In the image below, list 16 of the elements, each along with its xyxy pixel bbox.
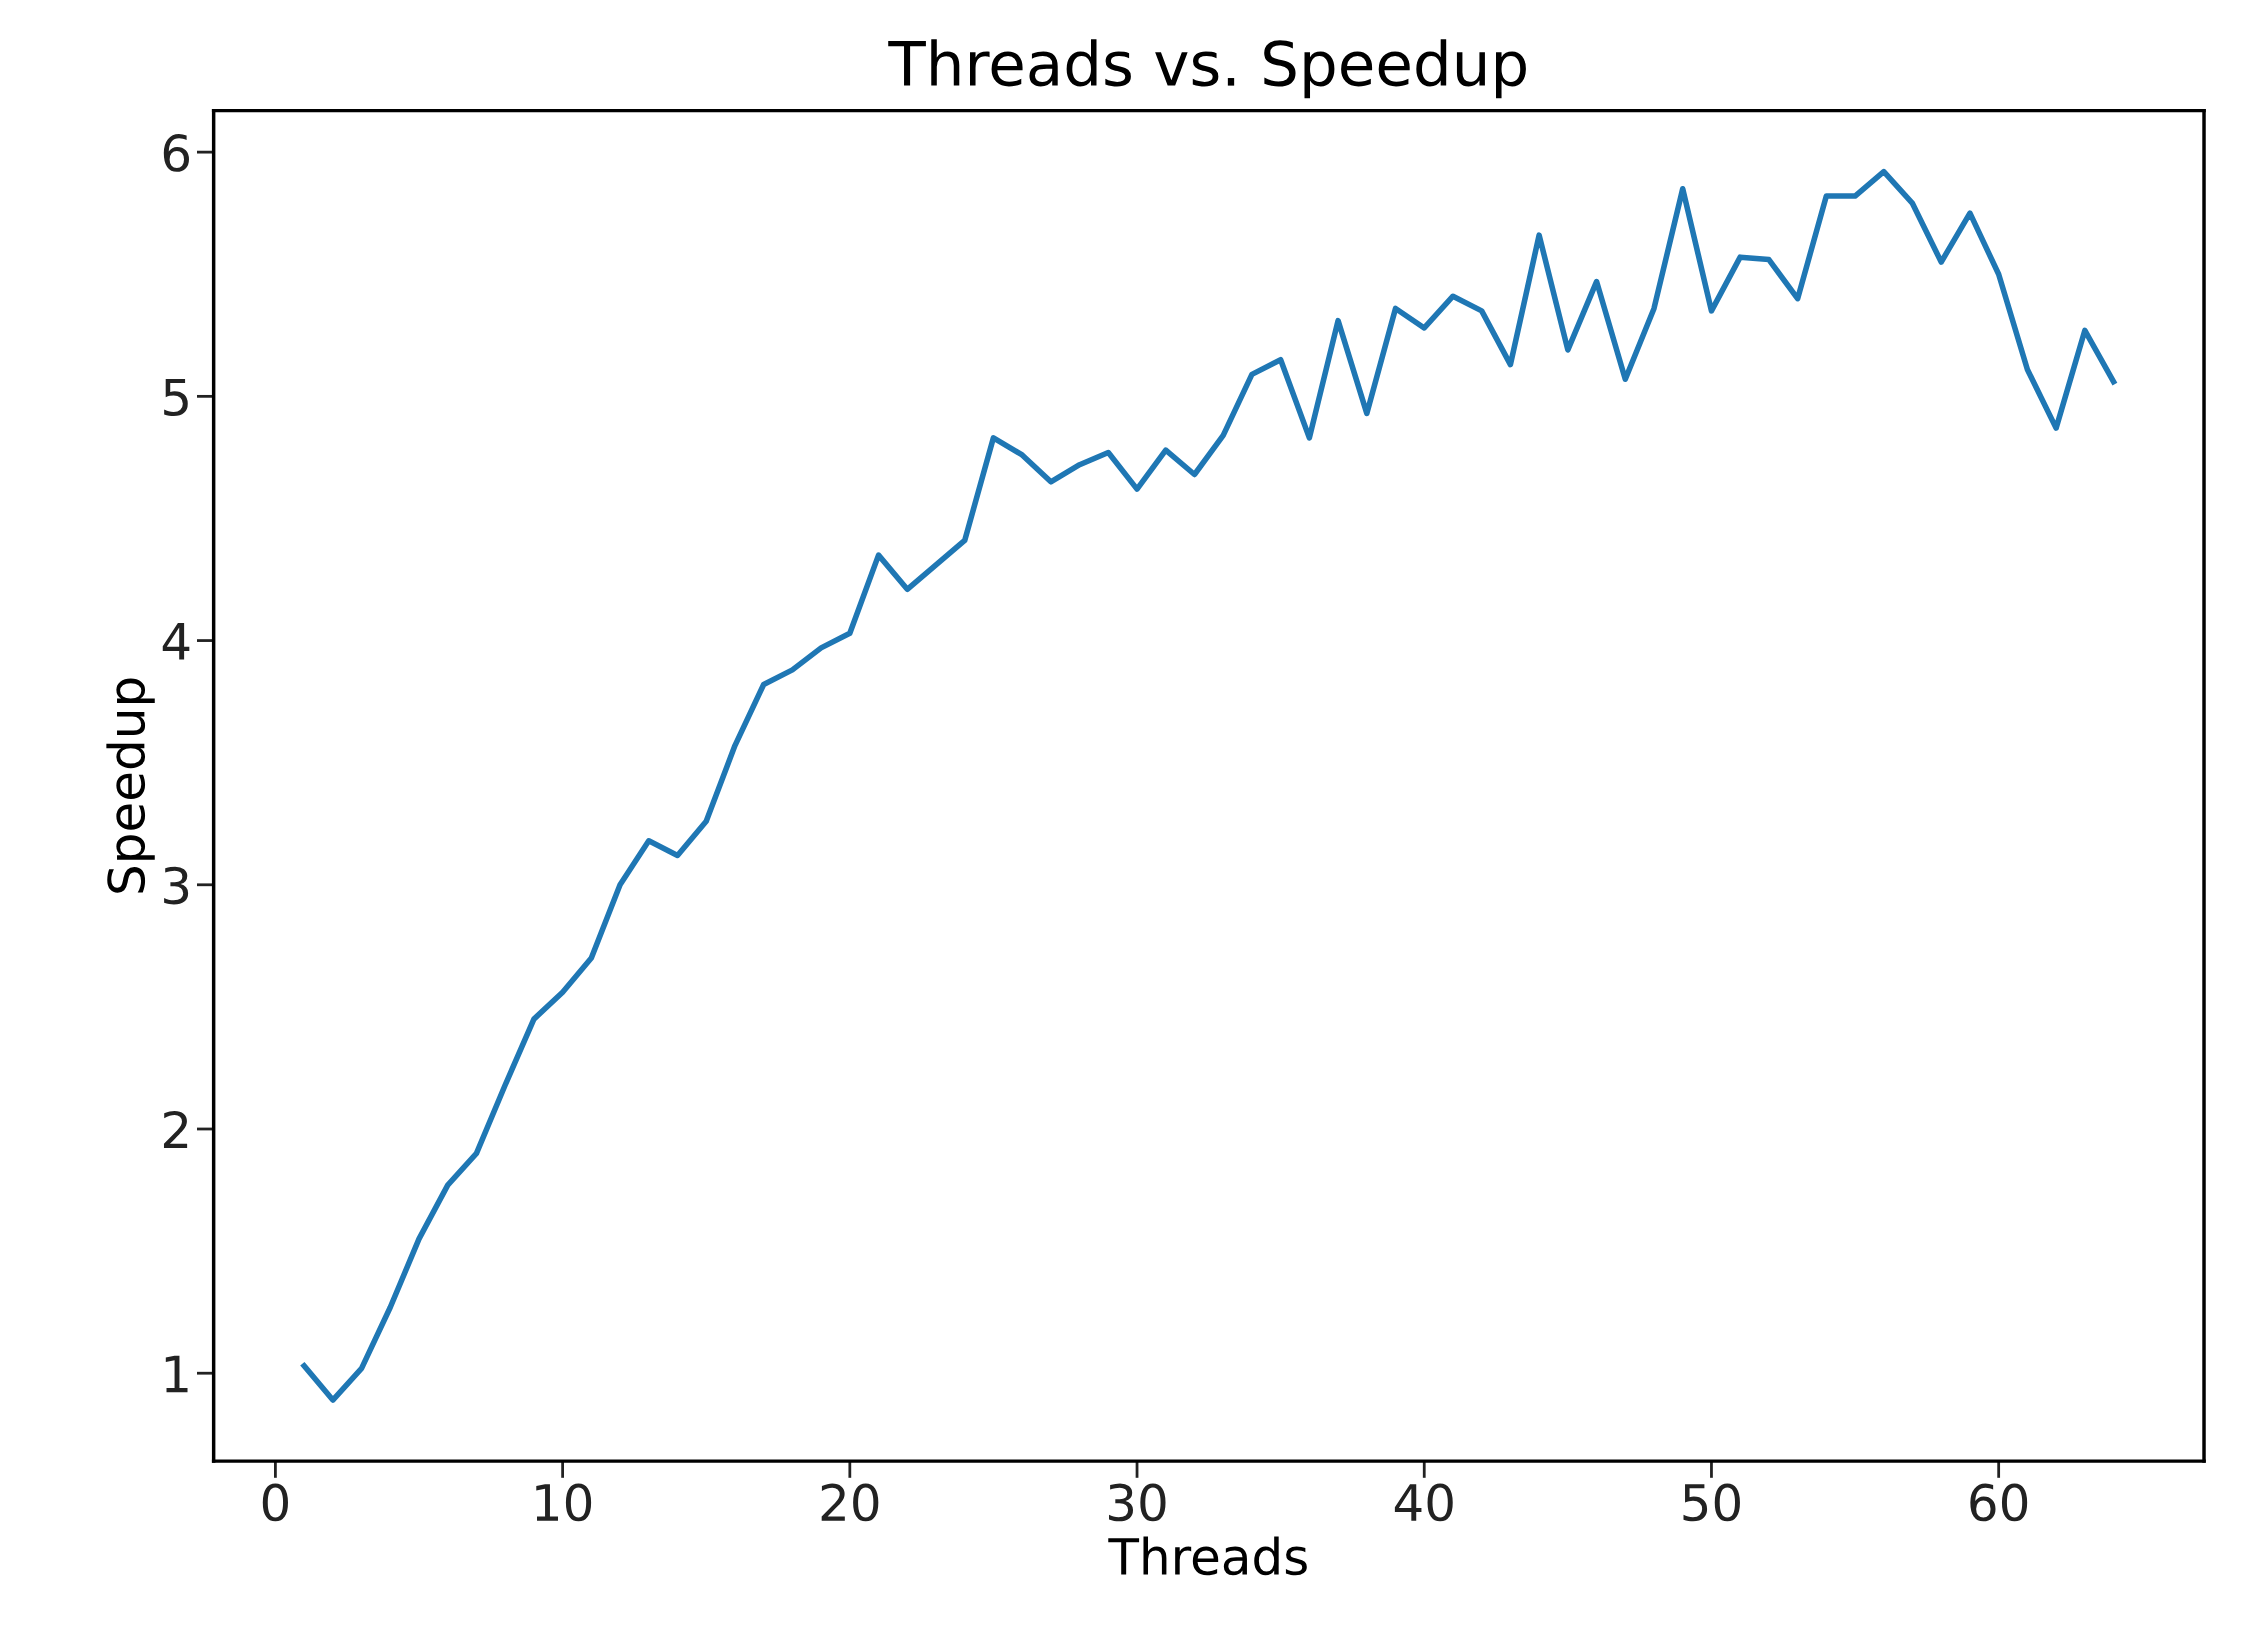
y-tick-label: 2 [163, 1110, 188, 1148]
x-tick-label: 30 [1109, 1483, 1166, 1522]
x-tick-label: 10 [536, 1483, 592, 1522]
x-tick-label: 60 [1970, 1483, 2028, 1522]
y-tick-label: 1 [165, 1355, 188, 1393]
y-tick-label: 4 [162, 623, 190, 660]
y-tick-label: 3 [164, 866, 189, 905]
x-tick-label: 20 [821, 1483, 879, 1522]
x-axis-title: Threads [1108, 1536, 1307, 1576]
y-axis-title: Speedup [106, 678, 155, 893]
x-tick-label: 40 [1394, 1483, 1453, 1522]
x-tick-label: 50 [1683, 1483, 1740, 1522]
y-tick-label: 6 [163, 134, 189, 172]
chart-title: Threads vs. Speedup [888, 39, 1526, 99]
x-tick-label: 0 [262, 1483, 288, 1522]
y-tick-label: 5 [164, 378, 188, 417]
